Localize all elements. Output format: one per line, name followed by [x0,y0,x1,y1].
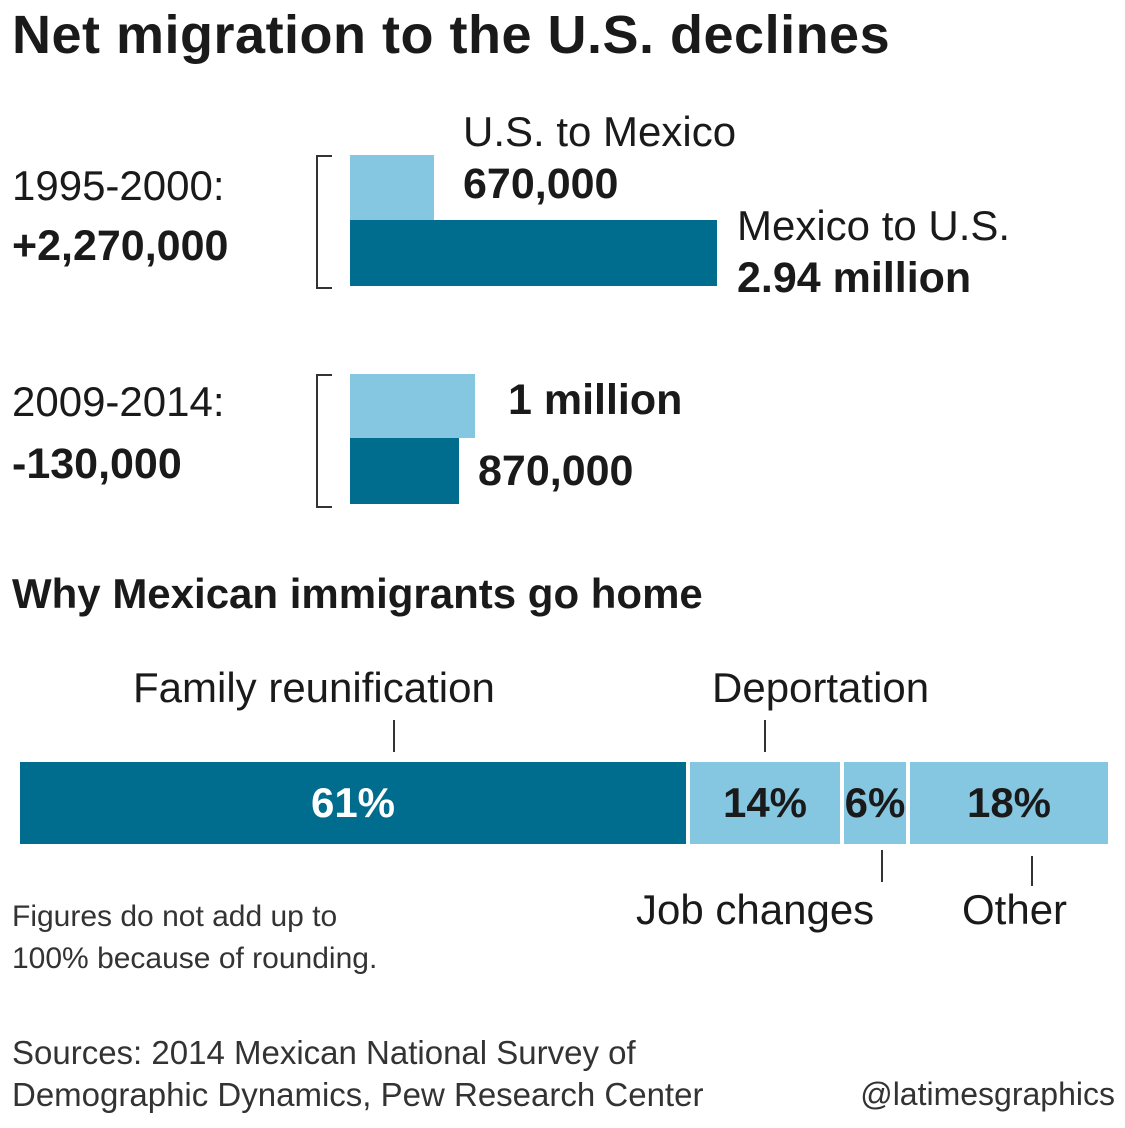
bar-mexico-to-us-2009 [350,438,459,504]
segment-label-family-reunification: 61% [310,779,396,826]
series-label-us-to-mexico: U.S. to Mexico [463,108,737,155]
category-label-family-reunification: Family reunification [133,664,495,711]
period-label-2009: 2009-2014: [12,378,225,425]
tick-job-changes [881,850,883,882]
credit-line: @latimesgraphics [860,1076,1115,1112]
segment-deportation: 14% [690,762,840,844]
bracket-2009 [316,374,332,508]
category-label-deportation: Deportation [712,664,930,711]
subchart-title: Why Mexican immigrants go home [12,570,703,617]
tick-other [1031,856,1033,886]
net-value-1995: +2,270,000 [12,222,229,270]
bar-us-to-mexico-2009 [350,374,475,438]
category-label-job-changes: Job changes [636,886,875,933]
segment-other: 18% [910,762,1108,844]
rounding-note: Figures do not add up to 100% because of… [12,900,378,975]
chart-title: Net migration to the U.S. declines [12,5,891,65]
sources-note: Sources: 2014 Mexican National Survey of… [12,1034,704,1113]
period-label-1995: 1995-2000: [12,162,225,209]
segment-label-deportation: 14% [722,779,808,826]
bracket-1995 [316,155,332,289]
tick-family-reunification [393,720,395,752]
series-label-mexico-to-us: Mexico to U.S. [737,202,1011,249]
segment-family-reunification: 61% [20,762,686,844]
value-label-mexico-to-us-2009: 870,000 [478,447,634,495]
category-label-other: Other [962,886,1068,933]
segment-job-changes: 6% [844,762,906,844]
tick-deportation [764,720,766,752]
bar-us-to-mexico-1995 [350,155,434,220]
value-label-us-to-mexico-2009: 1 million [508,376,683,424]
net-value-2009: -130,000 [12,440,182,488]
bar-mexico-to-us-1995 [350,220,717,286]
value-label-us-to-mexico-1995: 670,000 [463,160,619,208]
segment-label-job-changes: 6% [844,779,906,826]
value-label-mexico-to-us-1995: 2.94 million [737,254,972,302]
segment-label-other: 18% [966,779,1052,826]
